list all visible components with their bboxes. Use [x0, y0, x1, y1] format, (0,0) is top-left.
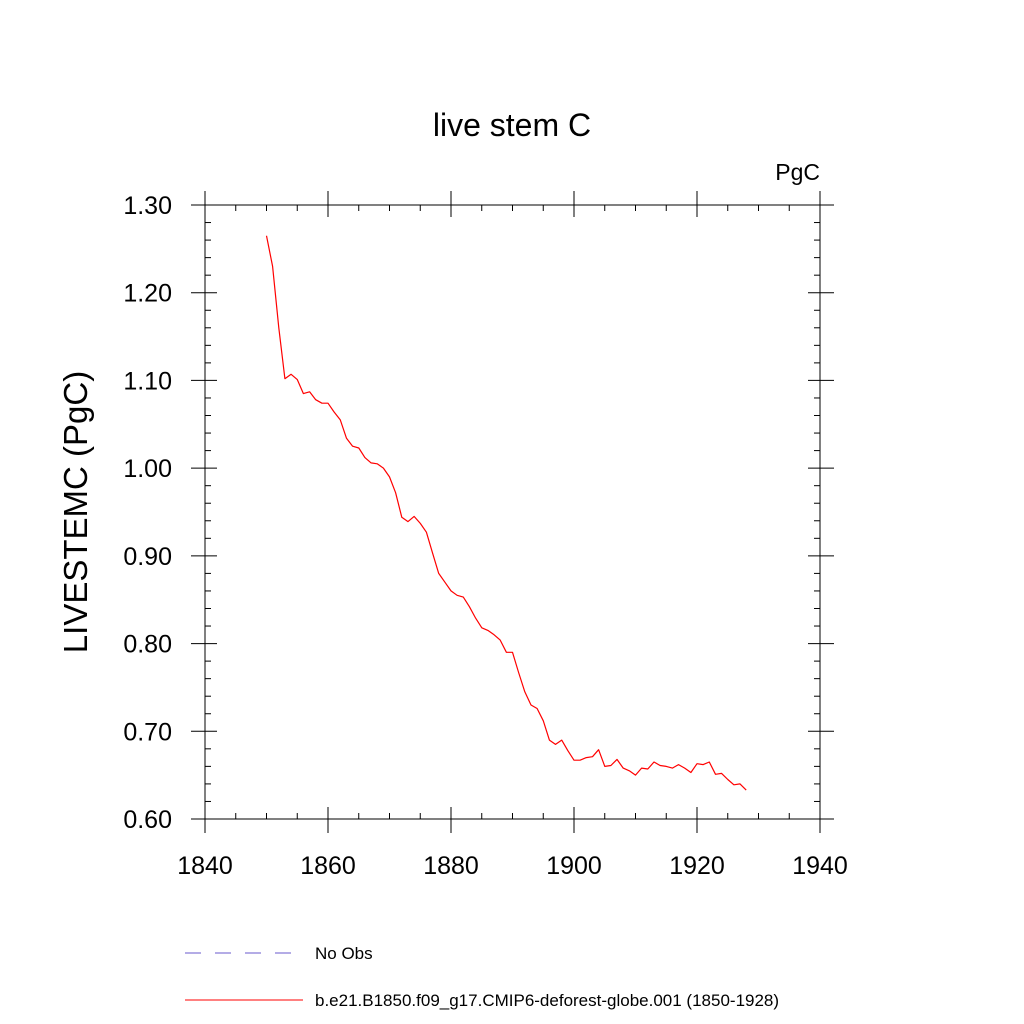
legend: No Obs b.e21.B1850.f09_g17.CMIP6-defores…: [185, 944, 779, 1010]
y-tick-label: 1.10: [123, 367, 172, 395]
axes: 1840 1860 1880 1900 1920 1940 0.60 0.70 0.80 0.90…: [123, 191, 848, 880]
x-tick-label: 1920: [669, 852, 725, 880]
x-tick-label: 1860: [300, 852, 356, 880]
plot-frame: [204, 204, 821, 820]
y-tick-label: 0.70: [123, 718, 172, 746]
chart-title: live stem C: [433, 107, 591, 143]
y-axis-label: LIVESTEMC (PgC): [57, 371, 94, 653]
y-tick-label: 1.30: [123, 192, 172, 220]
x-tick-label: 1880: [423, 852, 479, 880]
units-label: PgC: [775, 159, 820, 185]
series-line: [265, 235, 747, 791]
legend-label-model-run: b.e21.B1850.f09_g17.CMIP6-deforest-globe…: [315, 991, 779, 1010]
y-tick-label: 1.20: [123, 280, 172, 308]
legend-label-no-obs: No Obs: [315, 944, 373, 963]
y-tick-label: 0.90: [123, 543, 172, 571]
y-tick-label: 0.80: [123, 631, 172, 659]
x-tick-label: 1900: [546, 852, 602, 880]
x-tick-label: 1840: [177, 852, 233, 880]
plot-area: [265, 235, 747, 791]
x-tick-label: 1940: [792, 852, 848, 880]
y-tick-label: 1.00: [123, 455, 172, 483]
y-tick-label: 0.60: [123, 806, 172, 834]
